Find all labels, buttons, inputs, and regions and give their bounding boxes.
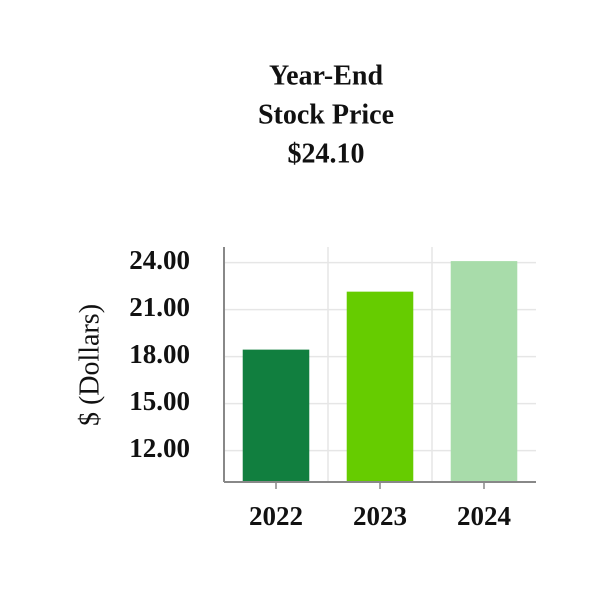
chart-title: Year-End xyxy=(269,60,384,91)
chart-subtitle: $24.10 xyxy=(288,138,365,169)
bar xyxy=(450,261,518,482)
bar xyxy=(346,291,414,482)
y-tick-label: 12.00 xyxy=(129,433,190,463)
y-tick-label: 18.00 xyxy=(129,339,190,369)
x-tick-label: 2023 xyxy=(353,501,407,531)
x-tick-label: 2022 xyxy=(249,501,303,531)
y-axis-label: $ (Dollars) xyxy=(74,304,105,426)
chart-title: Stock Price xyxy=(258,99,394,130)
x-tick-label: 2024 xyxy=(457,501,511,531)
y-tick-label: 24.00 xyxy=(129,245,190,275)
y-tick-label: 21.00 xyxy=(129,292,190,322)
y-tick-label: 15.00 xyxy=(129,386,190,416)
bar xyxy=(242,349,310,482)
